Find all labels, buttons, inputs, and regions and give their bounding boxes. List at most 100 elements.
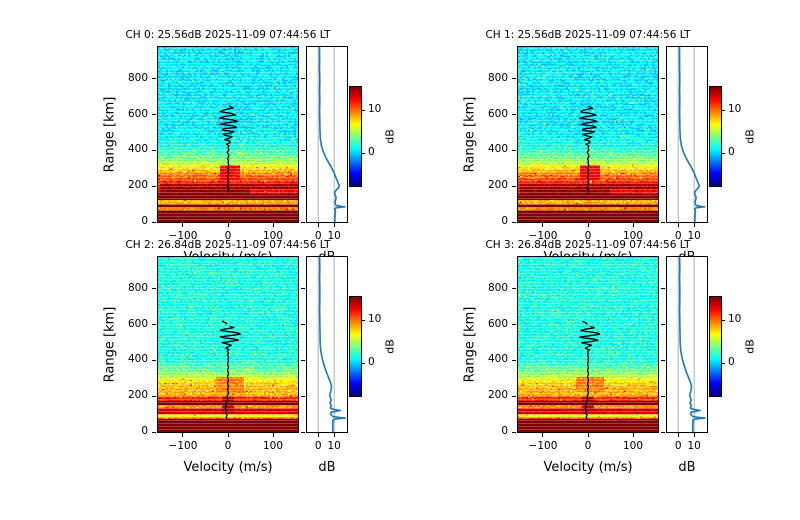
colorbar-tick-label: 10 (368, 313, 382, 326)
velocity-trace (218, 105, 239, 193)
x-tick-label: −100 (528, 230, 558, 242)
y-tick-label: 800 (487, 71, 508, 84)
profile-y-tick-mark (661, 431, 665, 433)
y-tick-mark (152, 185, 156, 187)
profile-x-tick-mark (333, 223, 335, 227)
y-tick-label: 200 (487, 389, 508, 402)
profile-y-tick-mark (661, 288, 665, 290)
profile-x-label: dB (678, 460, 696, 475)
y-tick-label: 600 (487, 317, 508, 330)
y-tick-label: 800 (127, 281, 148, 294)
profile-x-tick-mark (333, 433, 335, 437)
y-tick-mark (152, 395, 156, 397)
y-tick-label: 600 (127, 317, 148, 330)
y-tick-mark (512, 359, 516, 361)
y-tick-label: 0 (501, 425, 508, 437)
profile-line (677, 257, 706, 432)
y-axis-label: Range [km] (102, 306, 118, 382)
profile-x-tick-mark (317, 223, 319, 227)
colorbar-gradient (710, 297, 721, 396)
profile-x-tick-label: 0 (674, 440, 682, 452)
x-tick-mark (542, 223, 544, 227)
profile-y-tick-mark (301, 78, 305, 80)
profile-y-tick-mark (301, 221, 305, 223)
x-tick-mark (272, 433, 274, 437)
x-tick-label: 0 (224, 230, 232, 242)
x-tick-label: −100 (168, 230, 198, 242)
profile-y-tick-mark (301, 395, 305, 397)
profile-line (677, 47, 706, 222)
y-tick-label: 800 (487, 281, 508, 294)
velocity-trace (579, 320, 601, 420)
velocity-trace (579, 105, 598, 193)
profile-x-label: dB (318, 460, 336, 475)
x-tick-label: 0 (584, 440, 592, 452)
x-tick-mark (632, 433, 634, 437)
profile-y-tick-mark (661, 114, 665, 116)
profile-x-tick-mark (677, 223, 679, 227)
y-tick-label: 400 (127, 353, 148, 366)
colorbar-gradient (350, 297, 361, 396)
x-tick-mark (587, 223, 589, 227)
y-tick-mark (512, 431, 516, 433)
colorbar-label: dB (383, 128, 397, 144)
colorbar-tick-label: 0 (728, 146, 735, 158)
colorbar-tick-mark (361, 319, 365, 321)
profile-y-tick-mark (661, 149, 665, 151)
y-tick-label: 800 (127, 71, 148, 84)
y-tick-mark (512, 114, 516, 116)
x-tick-label: 100 (262, 230, 284, 242)
colorbar (349, 86, 362, 187)
x-tick-label: 100 (262, 440, 284, 452)
spectrogram-plot (517, 256, 659, 433)
colorbar-tick-mark (361, 109, 365, 111)
y-tick-label: 0 (141, 215, 148, 227)
y-tick-label: 400 (487, 353, 508, 366)
x-axis-label: Velocity (m/s) (183, 250, 273, 265)
spectrogram-image (518, 257, 658, 432)
y-tick-mark (512, 324, 516, 326)
y-tick-label: 600 (127, 107, 148, 120)
profile-x-tick-mark (693, 223, 695, 227)
y-tick-mark (152, 114, 156, 116)
colorbar-tick-mark (361, 362, 365, 364)
profile-y-tick-mark (301, 359, 305, 361)
profile-x-tick-label: 0 (314, 440, 322, 452)
spectrogram-image (518, 47, 658, 222)
spectrogram-plot (517, 46, 659, 223)
colorbar-label: dB (743, 128, 757, 144)
velocity-trace (219, 320, 241, 420)
power-profile-plot (306, 256, 348, 433)
profile-x-label: dB (678, 250, 696, 265)
profile-x-tick-label: 10 (687, 440, 701, 452)
profile-y-tick-mark (301, 149, 305, 151)
y-tick-mark (512, 185, 516, 187)
x-tick-label: −100 (528, 440, 558, 452)
y-tick-mark (152, 359, 156, 361)
colorbar (349, 296, 362, 397)
x-tick-mark (587, 433, 589, 437)
y-tick-mark (152, 288, 156, 290)
colorbar-tick-label: 0 (728, 356, 735, 368)
power-profile-plot (666, 46, 708, 223)
y-tick-mark (512, 221, 516, 223)
power-profile-plot (666, 256, 708, 433)
colorbar-tick-label: 0 (368, 356, 375, 368)
power-profile-plot (306, 46, 348, 223)
y-tick-mark (152, 431, 156, 433)
profile-y-tick-mark (661, 78, 665, 80)
x-tick-mark (272, 223, 274, 227)
profile-y-tick-mark (661, 324, 665, 326)
profile-x-tick-mark (693, 433, 695, 437)
spectrogram-image (158, 47, 298, 222)
x-tick-mark (182, 433, 184, 437)
colorbar-tick-mark (721, 319, 725, 321)
y-tick-mark (152, 78, 156, 80)
panel-title: CH 1: 25.56dB 2025-11-09 07:44:56 LT (485, 29, 691, 41)
profile-line (317, 257, 346, 432)
x-tick-mark (182, 223, 184, 227)
y-tick-label: 0 (501, 215, 508, 227)
